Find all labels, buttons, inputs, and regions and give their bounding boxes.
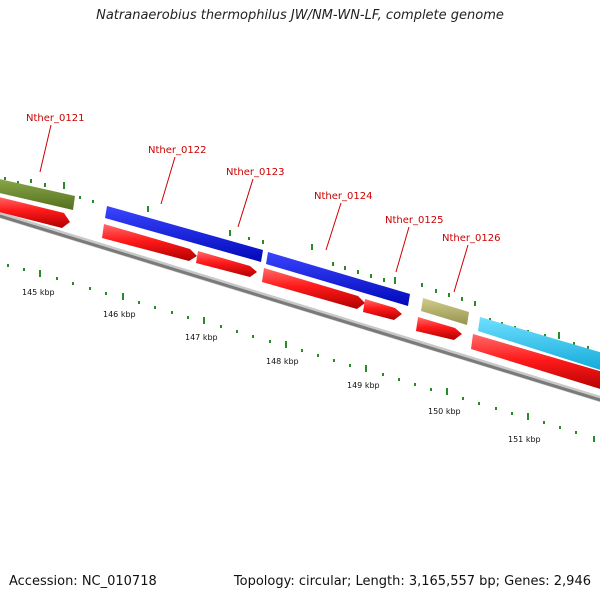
gene-labels: Nther_0121 Nther_0122 Nther_0123 Nther_0… bbox=[26, 113, 500, 244]
ruler-label: 148 kbp bbox=[266, 357, 299, 366]
cds-arrow bbox=[363, 299, 402, 320]
gene-feature-khaki-0126 bbox=[421, 298, 469, 325]
ruler-label: 147 kbp bbox=[185, 333, 218, 342]
cds-arrow bbox=[262, 268, 365, 309]
cds-arrow bbox=[0, 197, 70, 228]
gene-feature-blue-0124 bbox=[266, 252, 410, 306]
accession-text: Accession: NC_010718 bbox=[9, 574, 157, 589]
cds-arrow bbox=[196, 251, 257, 277]
ruler-label: 145 kbp bbox=[22, 288, 55, 297]
ruler-label: 150 kbp bbox=[428, 407, 461, 416]
upper-tick-track bbox=[4, 177, 589, 350]
lower-tick-track bbox=[7, 264, 595, 442]
gene-label: Nther_0122 bbox=[148, 145, 206, 156]
ruler-labels: 145 kbp 146 kbp 147 kbp 148 kbp 149 kbp … bbox=[22, 288, 541, 444]
ruler-label: 151 kbp bbox=[508, 435, 541, 444]
gene-label: Nther_0124 bbox=[314, 191, 372, 202]
gene-feature-cyan bbox=[478, 317, 600, 370]
gene-label: Nther_0123 bbox=[226, 167, 284, 178]
gene-feature-blue-0122 bbox=[105, 206, 263, 262]
genome-summary-text: Topology: circular; Length: 3,165,557 bp… bbox=[233, 574, 591, 589]
genome-title: Natranaerobius thermophilus JW/NM-WN-LF,… bbox=[96, 8, 504, 23]
ruler-label: 146 kbp bbox=[103, 310, 136, 319]
gene-label-leaders bbox=[39, 124, 469, 293]
gene-label: Nther_0121 bbox=[26, 113, 84, 124]
gene-label: Nther_0125 bbox=[385, 215, 443, 226]
cds-arrow-track bbox=[0, 197, 600, 389]
ruler-label: 149 kbp bbox=[347, 381, 380, 390]
gene-feature-track bbox=[0, 179, 600, 370]
cds-arrow bbox=[102, 224, 197, 261]
cds-arrow bbox=[416, 317, 462, 340]
genome-backbone bbox=[0, 211, 600, 403]
gene-label: Nther_0126 bbox=[442, 233, 500, 244]
cds-arrow bbox=[471, 334, 600, 389]
gene-feature-olive bbox=[0, 179, 75, 210]
